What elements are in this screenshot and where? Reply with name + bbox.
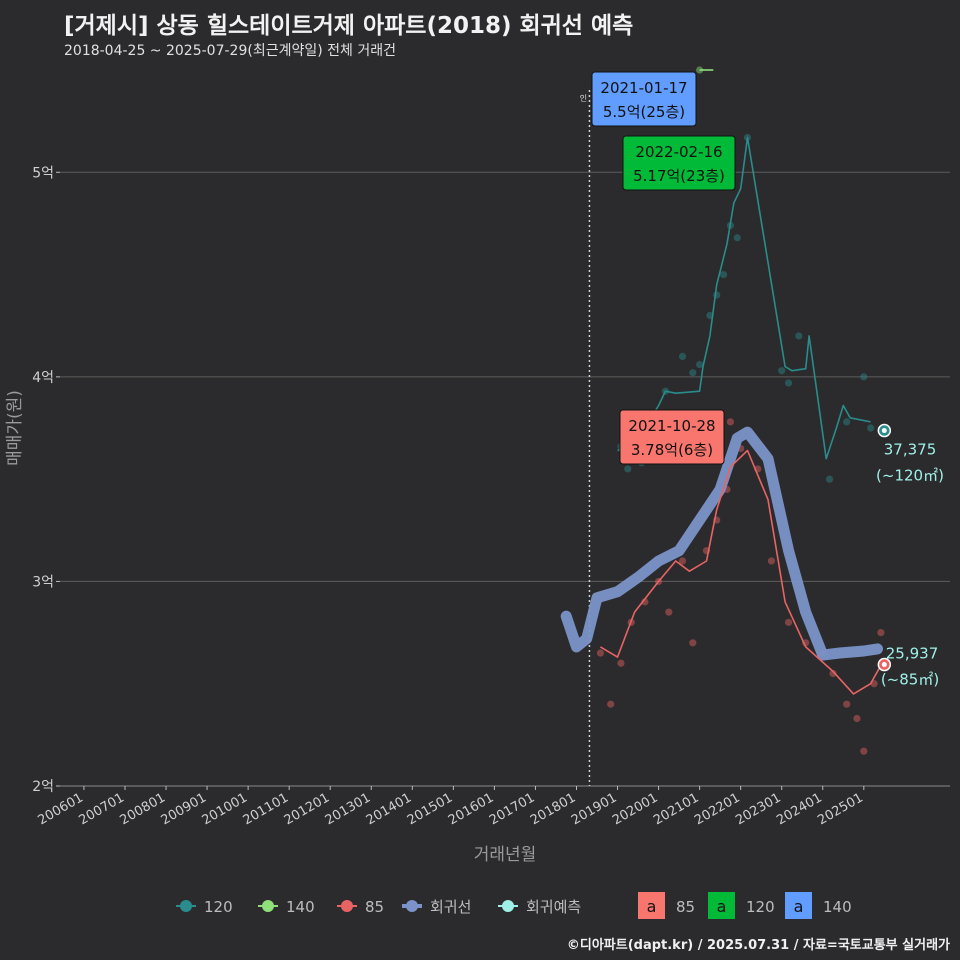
x-tick-label: 201201 bbox=[282, 790, 332, 828]
scatter-point-85 bbox=[843, 700, 851, 708]
chart-title: [거제시] 상동 힐스테이트거제 아파트(2018) 회귀선 예측 bbox=[64, 13, 634, 39]
x-tick-label: 200901 bbox=[159, 790, 209, 828]
forecast-point-core bbox=[881, 662, 887, 668]
scatter-point-85 bbox=[767, 557, 776, 565]
scatter-point-120 bbox=[843, 418, 851, 426]
legend-swatch-label: 120 bbox=[746, 898, 775, 916]
forecast-point-core bbox=[881, 428, 887, 434]
legend-label: 85 bbox=[365, 898, 384, 916]
scatter-point-120 bbox=[826, 475, 834, 483]
x-tick-label: 201801 bbox=[528, 790, 578, 828]
legend-label: 회귀선 bbox=[430, 898, 471, 916]
scatter-point-120 bbox=[733, 234, 741, 242]
y-tick-label: 4억 bbox=[32, 370, 54, 386]
legend-swatch-label: 140 bbox=[823, 898, 852, 916]
callout-date: 2021-10-28 bbox=[628, 417, 715, 435]
x-tick-label: 201901 bbox=[569, 790, 619, 828]
scatter-point-85 bbox=[853, 714, 861, 723]
scatter-point-120 bbox=[689, 369, 697, 377]
series-line-85 bbox=[599, 449, 882, 695]
footer-credit: ©디아파트(dapt.kr) / 2025.07.31 / 자료=국토교통부 실… bbox=[566, 938, 950, 953]
callout-box bbox=[619, 409, 725, 465]
legend-label: 회귀예측 bbox=[526, 898, 581, 916]
legend-swatch-glyph: a bbox=[794, 897, 804, 916]
legend-dot bbox=[341, 900, 353, 912]
x-tick-label: 200601 bbox=[35, 790, 85, 828]
legend-dot bbox=[262, 900, 274, 912]
scatter-point-85 bbox=[596, 649, 605, 657]
x-tick-label: 202301 bbox=[733, 790, 783, 828]
legend-label: 140 bbox=[286, 898, 315, 916]
callout-date: 2021-01-17 bbox=[600, 79, 687, 97]
scatter-point-120 bbox=[867, 424, 875, 432]
scatter-point-85 bbox=[689, 639, 697, 647]
x-tick-label: 202501 bbox=[815, 790, 865, 828]
legend-swatch-glyph: a bbox=[717, 897, 727, 916]
legend-label: 120 bbox=[204, 898, 233, 916]
scatter-point-120 bbox=[778, 367, 786, 375]
legend-swatch bbox=[708, 892, 735, 919]
scatter-point-85 bbox=[607, 700, 615, 708]
scatter-point-85 bbox=[678, 557, 687, 565]
callout-box bbox=[591, 71, 697, 127]
scatter-point-85 bbox=[784, 618, 793, 626]
x-tick-label: 201701 bbox=[487, 790, 537, 828]
callout-date: 2022-02-16 bbox=[635, 143, 722, 161]
scatter-point-85 bbox=[877, 628, 885, 637]
scatter-point-120 bbox=[719, 270, 728, 279]
x-tick-label: 202201 bbox=[692, 790, 742, 828]
chart-subtitle: 2018-04-25 ~ 2025-07-29(최근계약일) 전체 거래건 bbox=[64, 43, 396, 59]
forecast-area: (~85㎡) bbox=[881, 671, 939, 689]
scatter-point-120 bbox=[795, 332, 803, 340]
scatter-point-120 bbox=[624, 465, 632, 473]
x-tick-label: 201601 bbox=[446, 790, 496, 828]
x-tick-label: 201401 bbox=[364, 790, 414, 828]
scatter-point-85 bbox=[829, 669, 837, 678]
scatter-point-85 bbox=[860, 747, 868, 755]
x-tick-label: 201001 bbox=[200, 790, 250, 828]
x-tick-label: 200801 bbox=[118, 790, 168, 828]
legend-swatch-glyph: a bbox=[647, 897, 657, 916]
x-tick-label: 202001 bbox=[610, 790, 660, 828]
callout-value: 5.5억(25층) bbox=[603, 103, 685, 121]
scatter-point-85 bbox=[665, 608, 673, 616]
scatter-point-120 bbox=[696, 360, 704, 369]
legend-dot bbox=[406, 900, 418, 912]
forecast-value: 37,375 bbox=[884, 441, 937, 459]
legend-dot bbox=[180, 900, 192, 912]
y-tick-label: 5억 bbox=[32, 165, 54, 181]
x-tick-label: 201301 bbox=[323, 790, 373, 828]
x-tick-label: 200701 bbox=[76, 790, 126, 828]
callout-box bbox=[622, 135, 736, 191]
series-line-120 bbox=[617, 136, 871, 460]
scatter-point-85 bbox=[617, 659, 625, 667]
scatter-point-120 bbox=[678, 352, 687, 360]
regression-line bbox=[560, 426, 883, 661]
forecast-area: (~120㎡) bbox=[876, 467, 944, 485]
callout-value: 3.78억(6층) bbox=[631, 441, 713, 459]
x-axis-title: 거래년월 bbox=[474, 845, 537, 865]
legend-swatch-label: 85 bbox=[676, 898, 695, 916]
y-axis-title: 매매가(원) bbox=[5, 390, 25, 466]
y-tick-label: 2억 bbox=[32, 779, 54, 795]
forecast-value: 25,937 bbox=[886, 645, 939, 663]
scatter-point-85 bbox=[726, 418, 735, 426]
callout-value: 5.17억(23층) bbox=[633, 167, 725, 185]
y-tick-label: 3억 bbox=[32, 574, 54, 590]
x-tick-label: 202401 bbox=[774, 790, 824, 828]
x-tick-label: 201501 bbox=[405, 790, 455, 828]
scatter-point-120 bbox=[860, 373, 868, 381]
x-tick-label: 202101 bbox=[651, 790, 701, 828]
legend-swatch bbox=[785, 892, 812, 919]
legend-dot bbox=[502, 900, 514, 912]
x-tick-label: 201101 bbox=[241, 790, 291, 828]
scatter-point-120 bbox=[784, 379, 793, 387]
legend-swatch bbox=[638, 892, 665, 919]
first-trade-vline-marker: 인 bbox=[580, 93, 587, 103]
